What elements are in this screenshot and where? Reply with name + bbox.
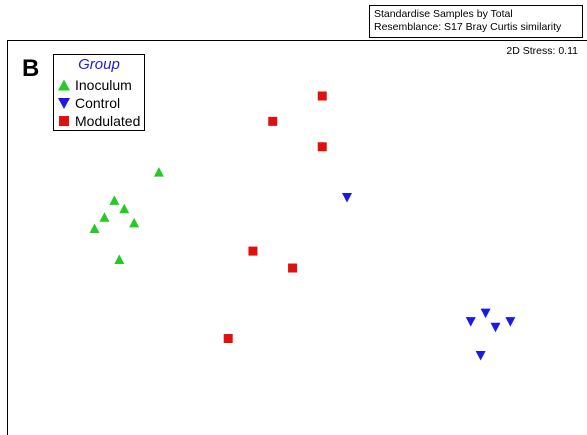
panel-letter: B [22,55,40,82]
plot-area [7,40,587,435]
legend-label-modulated: Modulated [75,113,141,129]
triangle-up-icon [58,79,70,91]
triangle-down-icon [58,98,70,109]
stress-label: 2D Stress: 0.11 [506,45,578,57]
legend-item-inoculum: Inoculum [57,76,132,94]
transform-info-box: Standardise Samples by Total Resemblance… [369,5,583,38]
legend-label-control: Control [75,95,121,111]
legend: Group Inoculum Control Modulated [53,54,145,131]
legend-title: Group [78,56,120,73]
info-line-resemblance: Resemblance: S17 Bray Curtis similarity [374,21,562,33]
legend-label-inoculum: Inoculum [75,77,132,93]
legend-item-modulated: Modulated [57,112,140,130]
legend-item-control: Control [57,94,120,112]
info-line-standardise: Standardise Samples by Total [374,8,513,20]
square-icon [59,116,69,126]
